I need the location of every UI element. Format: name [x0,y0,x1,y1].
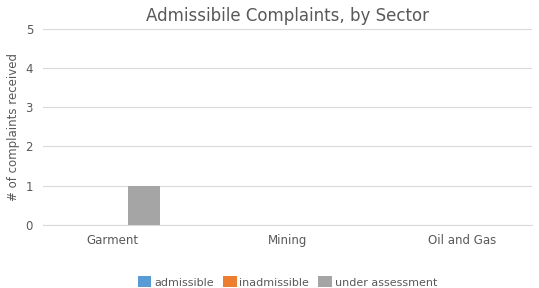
Title: Admissibile Complaints, by Sector: Admissibile Complaints, by Sector [146,7,429,25]
Bar [128,185,160,225]
Legend: admissible, inadmissible, under assessment: admissible, inadmissible, under assessme… [133,273,441,288]
Y-axis label: # of complaints received: # of complaints received [7,53,20,201]
